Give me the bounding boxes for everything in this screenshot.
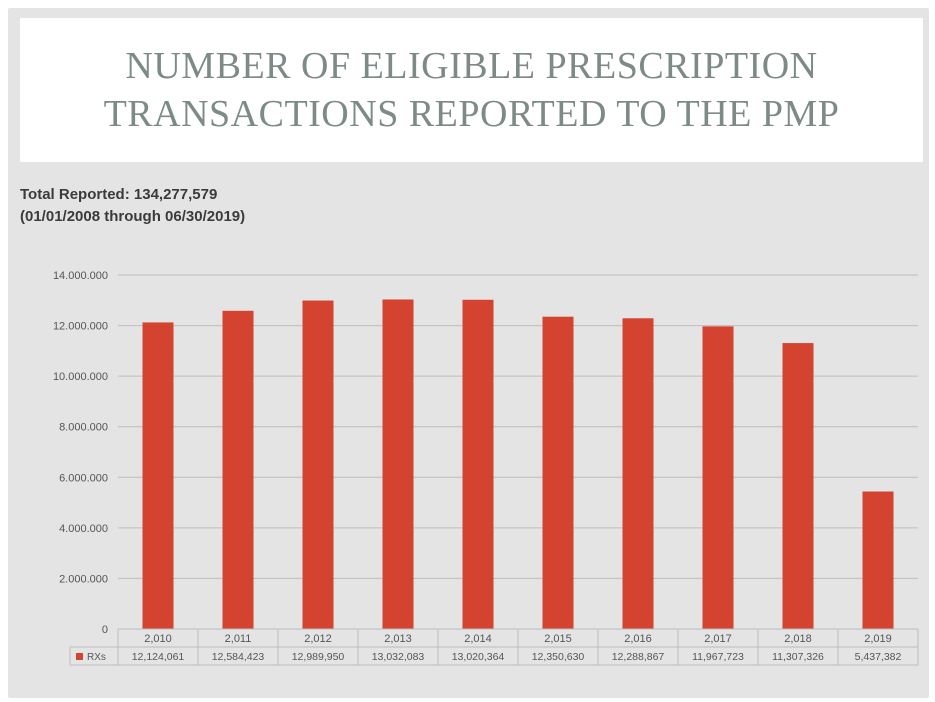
bar <box>542 316 574 629</box>
x-category-label: 2,016 <box>624 633 652 645</box>
legend-swatch <box>76 653 83 660</box>
title-line-1: NUMBER OF ELIGIBLE PRESCRIPTION <box>125 45 818 87</box>
title-line-2: TRANSACTIONS REPORTED TO THE PMP <box>103 93 840 135</box>
x-category-label: 2,019 <box>864 633 892 645</box>
data-table-value: 13,032,083 <box>372 651 425 663</box>
bar <box>462 299 494 629</box>
x-category-label: 2,017 <box>704 633 732 645</box>
y-tick-label: 0 <box>102 624 108 636</box>
y-tick-label: 8.000.000 <box>59 422 108 434</box>
total-reported-text: Total Reported: 134,277,579 <box>20 186 218 203</box>
bar <box>862 491 894 629</box>
bar <box>782 343 814 629</box>
y-tick-label: 2.000.000 <box>59 573 108 585</box>
x-category-label: 2,014 <box>464 633 492 645</box>
bar <box>702 326 734 629</box>
x-category-label: 2,015 <box>544 633 572 645</box>
bar <box>222 310 254 629</box>
x-category-label: 2,011 <box>225 633 252 645</box>
bar <box>302 300 334 629</box>
bar <box>382 299 414 629</box>
legend-series-label: RXs <box>87 652 106 663</box>
data-table-value: 12,584,423 <box>212 651 265 663</box>
reporting-period-text: (01/01/2008 through 06/30/2019) <box>20 208 246 225</box>
data-table-value: 5,437,382 <box>855 651 902 663</box>
data-table-value: 12,124,061 <box>132 651 185 663</box>
data-table-value: 12,288,867 <box>612 651 665 663</box>
y-tick-label: 10.000.000 <box>53 371 108 383</box>
data-table-value: 12,350,630 <box>532 651 585 663</box>
x-category-label: 2,018 <box>784 633 812 645</box>
data-table-value: 13,020,364 <box>452 651 505 663</box>
title-box: NUMBER OF ELIGIBLE PRESCRIPTION TRANSACT… <box>20 18 923 162</box>
y-tick-label: 6.000.000 <box>59 472 108 484</box>
data-table-value: 12,989,950 <box>292 651 345 663</box>
data-table-value: 11,307,326 <box>772 651 824 663</box>
y-tick-label: 4.000.000 <box>59 523 108 535</box>
bar <box>622 318 654 629</box>
data-table-value: 11,967,723 <box>692 651 744 663</box>
y-tick-label: 12.000.000 <box>53 321 108 333</box>
x-category-label: 2,012 <box>304 633 332 645</box>
x-category-label: 2,013 <box>384 633 412 645</box>
y-tick-label: 14.000.000 <box>53 270 108 282</box>
bar <box>142 322 174 629</box>
x-category-label: 2,010 <box>144 633 172 645</box>
